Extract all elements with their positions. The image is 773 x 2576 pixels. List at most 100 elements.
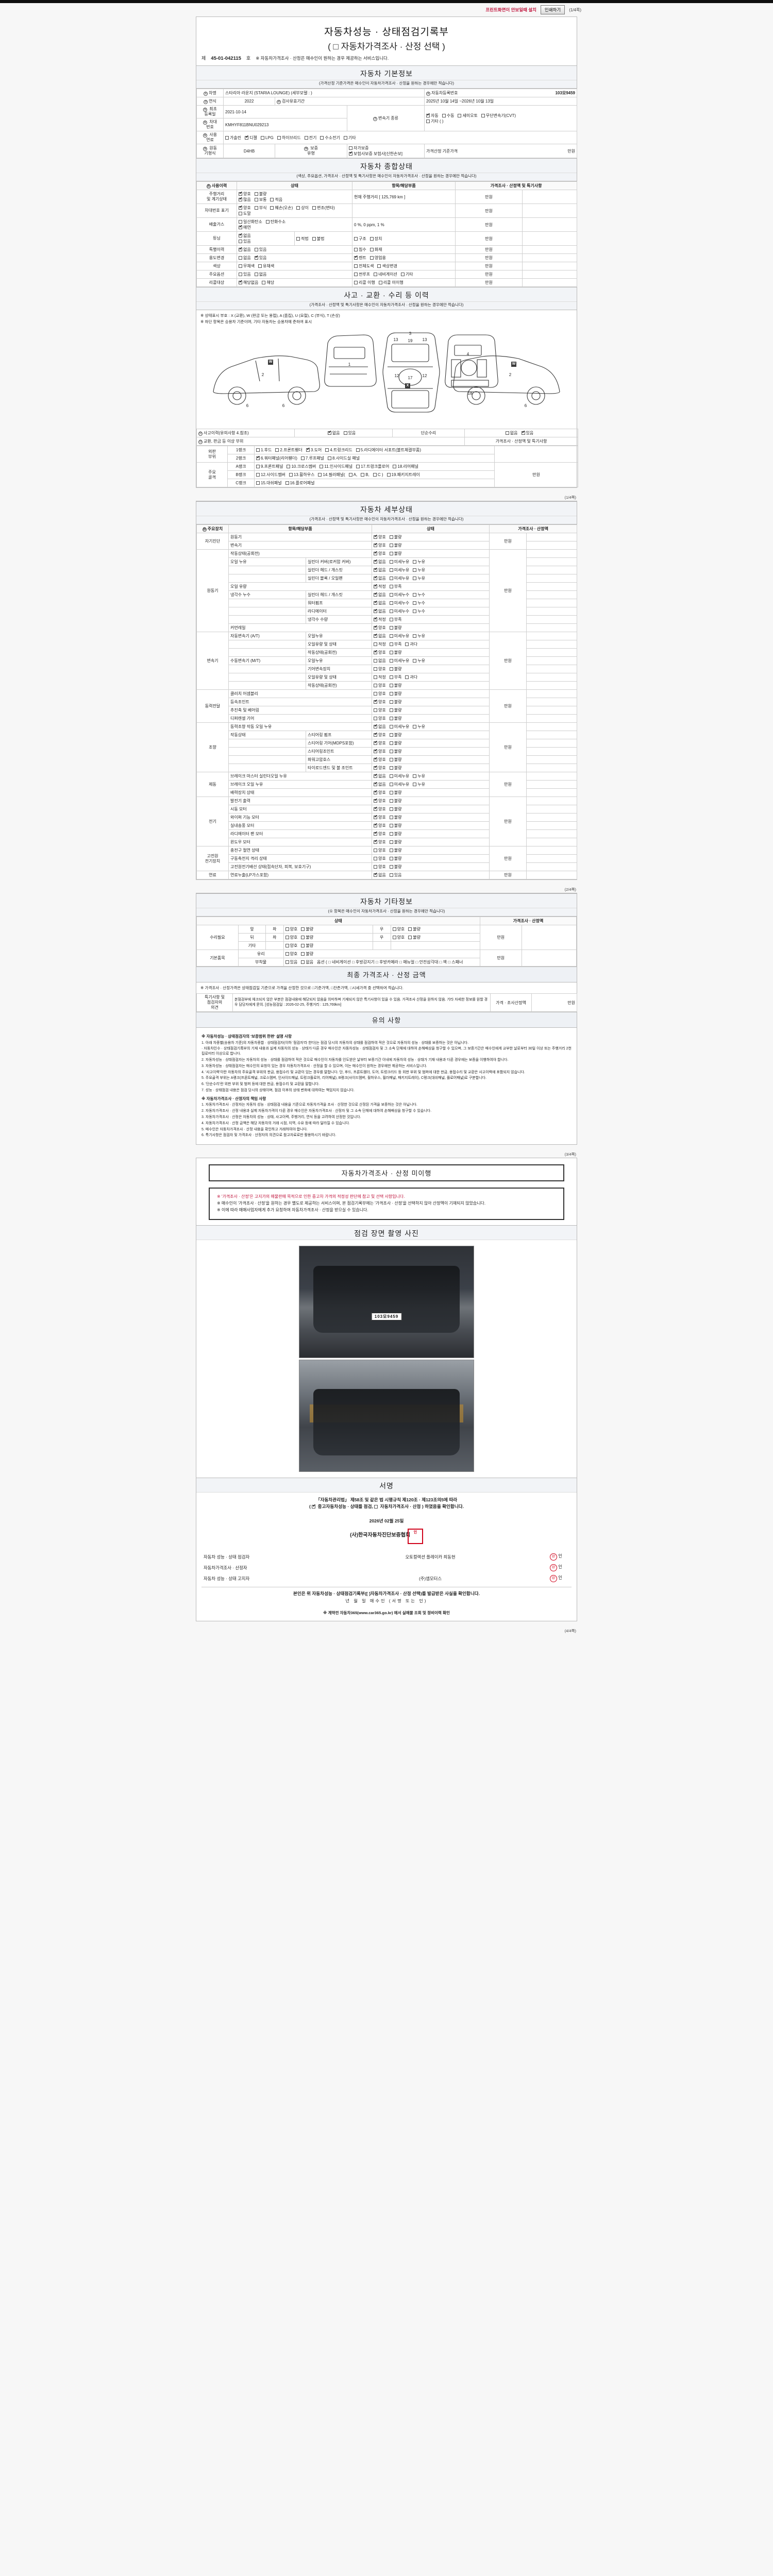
checkbox[interactable] xyxy=(374,815,378,819)
overall-mid-option[interactable]: 적법 xyxy=(296,236,309,242)
overall-state-option[interactable]: 도말 xyxy=(239,211,251,216)
checkbox[interactable] xyxy=(301,927,305,931)
checkbox[interactable] xyxy=(389,692,393,696)
detail-state-option[interactable]: 누유 xyxy=(413,782,425,787)
checkbox[interactable] xyxy=(389,708,393,712)
checkbox[interactable] xyxy=(442,113,446,117)
checkbox[interactable] xyxy=(260,135,264,140)
checkbox[interactable] xyxy=(239,273,242,276)
detail-state-option[interactable]: 양호 xyxy=(374,650,386,655)
checkbox[interactable] xyxy=(296,206,300,210)
detail-state-option[interactable]: 불량 xyxy=(389,757,401,762)
checkbox[interactable] xyxy=(285,960,289,964)
checkbox[interactable] xyxy=(374,831,378,836)
detail-state-option[interactable]: 불량 xyxy=(389,839,401,845)
detail-state-option[interactable]: 부족 xyxy=(389,617,401,622)
checkbox[interactable] xyxy=(374,617,378,621)
part-option[interactable]: 3.도어 xyxy=(306,447,322,453)
checkbox[interactable] xyxy=(374,849,378,852)
checkbox[interactable] xyxy=(505,431,509,435)
fuel-option[interactable]: 하이브리드 xyxy=(277,135,301,141)
checkbox[interactable] xyxy=(408,927,412,931)
checkbox[interactable] xyxy=(389,700,393,704)
checkbox[interactable] xyxy=(354,273,358,276)
checkbox[interactable] xyxy=(413,609,417,613)
accident-history-option[interactable]: 있음 xyxy=(343,430,356,436)
part-option[interactable]: 17.트렁크플로어 xyxy=(356,464,389,469)
detail-state-option[interactable]: 누유 xyxy=(413,658,425,664)
checkbox[interactable] xyxy=(296,236,300,241)
overall-state-option[interactable]: 상이 xyxy=(296,205,309,211)
checkbox[interactable] xyxy=(389,873,393,877)
checkbox[interactable] xyxy=(256,455,260,460)
detail-state-option[interactable]: 불량 xyxy=(389,806,401,812)
checkbox[interactable] xyxy=(378,281,382,284)
checkbox[interactable] xyxy=(389,783,393,786)
detail-state-option[interactable]: 불량 xyxy=(389,798,401,804)
checkbox[interactable] xyxy=(328,456,332,460)
detail-state-option[interactable]: 양호 xyxy=(374,666,386,672)
overall-state-option[interactable]: 없음 xyxy=(239,233,251,239)
checkbox[interactable] xyxy=(389,816,393,819)
detail-state-option[interactable]: 양호 xyxy=(374,707,386,713)
checkbox[interactable] xyxy=(389,585,393,588)
tire-option[interactable]: 불량 xyxy=(301,935,313,940)
checkbox[interactable] xyxy=(258,264,262,268)
checkbox[interactable] xyxy=(374,798,378,803)
checkbox[interactable] xyxy=(413,577,417,580)
checkbox[interactable] xyxy=(354,248,358,251)
detail-state-option[interactable]: 불량 xyxy=(389,815,401,820)
detail-state-option[interactable]: 불량 xyxy=(389,683,401,688)
checkbox[interactable] xyxy=(389,717,393,720)
overall-state-option[interactable]: 없음 xyxy=(239,255,251,261)
detail-state-option[interactable]: 없음 xyxy=(374,559,386,565)
checkbox[interactable] xyxy=(389,824,393,827)
detail-state-option[interactable]: 적정 xyxy=(374,641,386,647)
checkbox[interactable] xyxy=(389,609,393,613)
overall-state-option[interactable]: 부식 xyxy=(254,205,266,211)
checkbox[interactable] xyxy=(374,273,378,276)
fuel-option[interactable]: 기타 xyxy=(343,135,356,141)
overall-state-option[interactable]: 보통 xyxy=(254,197,266,202)
detail-state-option[interactable]: 양호 xyxy=(374,757,386,762)
part-option[interactable]: 13.휠하우스 xyxy=(289,472,314,478)
detail-state-option[interactable]: 양호 xyxy=(374,765,386,771)
checkbox[interactable] xyxy=(287,465,291,468)
checkbox[interactable] xyxy=(277,135,281,140)
detail-state-option[interactable]: 미세누유 xyxy=(389,633,409,639)
checkbox[interactable] xyxy=(521,430,525,435)
detail-state-option[interactable]: 불량 xyxy=(389,716,401,721)
checkbox[interactable] xyxy=(413,601,417,605)
detail-state-option[interactable]: 양호 xyxy=(374,534,386,540)
checkbox[interactable] xyxy=(239,247,243,251)
tire-option[interactable]: 양호 xyxy=(285,943,297,948)
detail-state-option[interactable]: 없음 xyxy=(374,575,386,581)
fuel-option[interactable]: 수소전기 xyxy=(320,135,340,141)
overall-state-option[interactable]: 있음 xyxy=(254,247,266,252)
part-option[interactable]: 2.프론트휀더 xyxy=(275,447,303,453)
overall-state-option[interactable]: 있음 xyxy=(239,272,251,277)
overall-item-option[interactable]: 리콜 이행 xyxy=(354,280,375,285)
tire-option[interactable]: 불량 xyxy=(408,926,421,932)
checkbox[interactable] xyxy=(389,552,393,555)
checkbox[interactable] xyxy=(262,281,266,284)
checkbox[interactable] xyxy=(389,791,393,794)
checkbox[interactable] xyxy=(327,430,331,435)
checkbox[interactable] xyxy=(289,473,293,477)
checkbox[interactable] xyxy=(239,280,243,284)
checkbox-price-survey[interactable] xyxy=(374,1505,378,1509)
detail-state-option[interactable]: 불량 xyxy=(389,543,401,548)
overall-item-option[interactable]: 장치 xyxy=(369,236,382,242)
detail-state-option[interactable]: 양호 xyxy=(374,806,386,812)
checkbox[interactable] xyxy=(374,865,378,869)
overall-state-option[interactable]: 일산화탄소 xyxy=(239,219,262,225)
detail-state-option[interactable]: 불량 xyxy=(389,749,401,754)
detail-state-option[interactable]: 양호 xyxy=(374,815,386,820)
checkbox[interactable] xyxy=(389,659,393,663)
checkbox[interactable] xyxy=(256,481,260,485)
checkbox[interactable] xyxy=(239,212,242,215)
checkbox[interactable] xyxy=(239,205,243,210)
checkbox[interactable] xyxy=(270,198,274,201)
part-option[interactable]: 11.인사이드패널 xyxy=(320,464,352,469)
tire-option[interactable]: 불량 xyxy=(408,935,421,940)
